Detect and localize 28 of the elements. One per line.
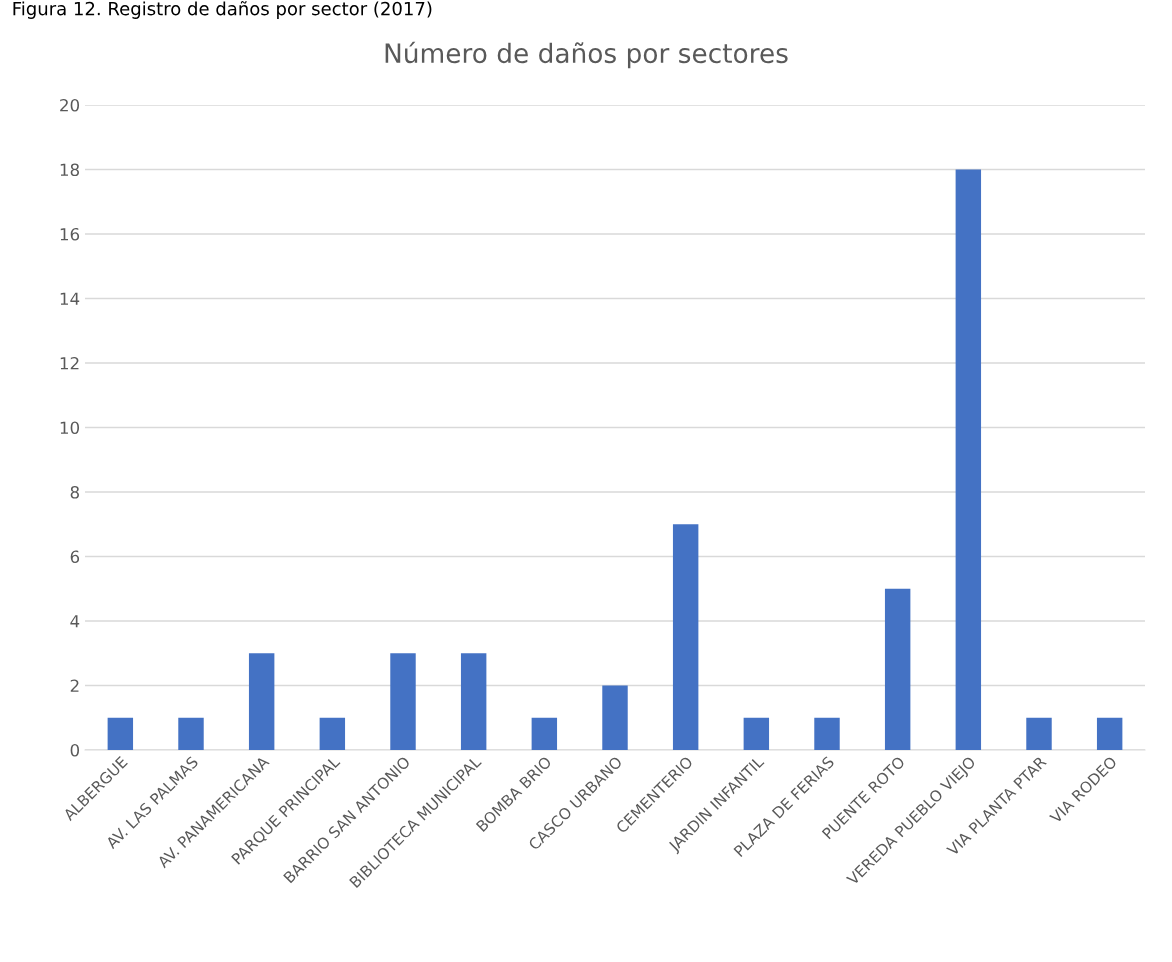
y-tick-label: 12 [60,356,79,370]
bar [460,653,487,750]
bar [178,717,204,750]
y-tick-label: 6 [70,550,80,564]
bar [319,717,346,750]
y-tick-label: 8 [70,485,79,499]
y-tick-label: 18 [60,163,79,177]
text: Figura 12. Registro de daños por sector (2017) [13,1,432,19]
y-tick-label: 14 [60,292,80,305]
bar [955,169,982,750]
bar [1096,717,1123,750]
bar [672,524,699,750]
chart-title: Número de daños por sectores [385,41,788,69]
bar [602,685,628,750]
bar [390,653,416,750]
bar [743,717,770,750]
y-tick-label: 10 [60,421,80,435]
y-tick-label: 0 [70,743,80,757]
bar [107,717,134,750]
bar [884,588,911,750]
bar [531,717,558,750]
y-tick-label: 4 [70,615,80,628]
bar [248,653,275,750]
bar [814,717,840,750]
y-tick-label: 16 [60,227,80,241]
bar [1026,717,1052,750]
y-tick-label: 2 [70,679,79,692]
y-tick-label: 20 [60,98,80,112]
